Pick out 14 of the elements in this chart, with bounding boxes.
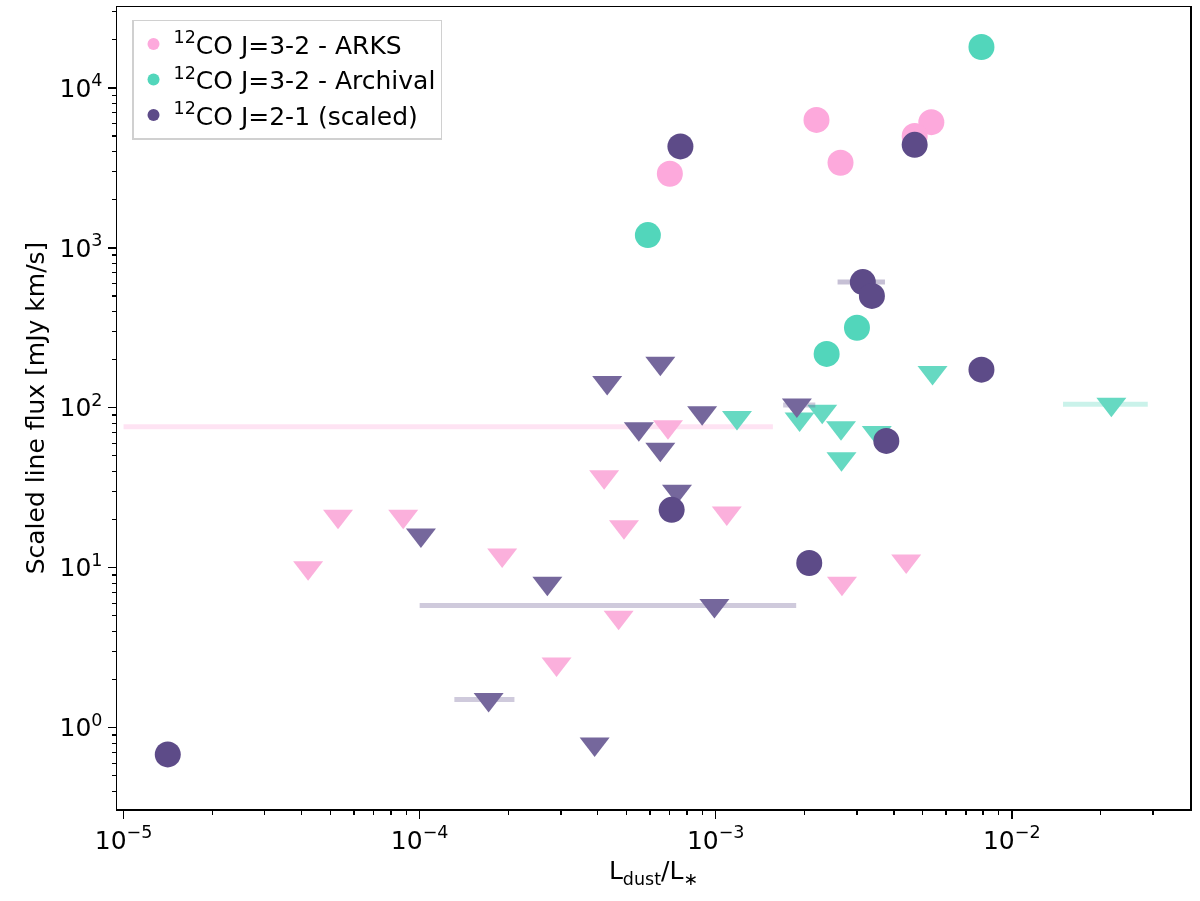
legend-label: $^{12}$CO J=3-2 - ARKS: [173, 27, 402, 60]
x-tick-label: 10$^{−2}$: [982, 822, 1041, 855]
y-tick-label: 10$^{0}$: [59, 709, 103, 743]
y-tick-label: 10$^{3}$: [59, 230, 103, 263]
y-tick-label: 10$^{4}$: [59, 70, 103, 103]
x-axis-title: L$_{dust}$/L$_{∗}$: [608, 856, 699, 889]
y-tick-label: 10$^{1}$: [59, 549, 103, 583]
legend-label: $^{12}$CO J=2-1 (scaled): [173, 98, 418, 131]
x-tick-label: 10$^{−3}$: [686, 822, 745, 855]
y-axis-title: Scaled line flux [mJy km/s]: [20, 241, 50, 575]
y-tick-label: 10$^{2}$: [59, 389, 103, 423]
legend-label: $^{12}$CO J=3-2 - Archival: [173, 62, 436, 96]
x-tick-label: 10$^{−4}$: [390, 822, 449, 855]
x-tick-label: 10$^{−5}$: [94, 822, 153, 855]
